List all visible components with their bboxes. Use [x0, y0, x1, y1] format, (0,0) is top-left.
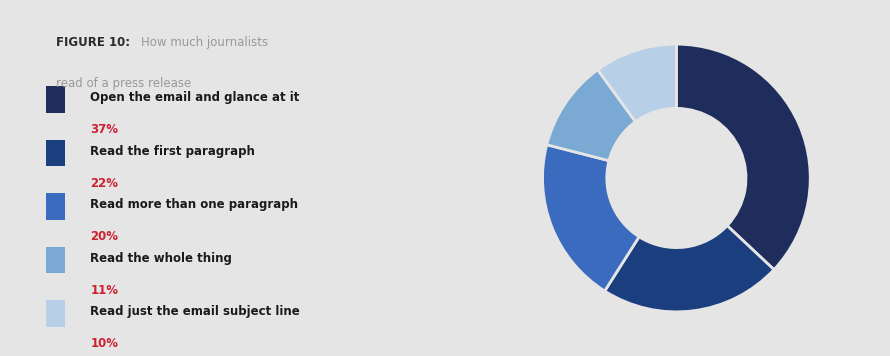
Wedge shape [546, 70, 635, 161]
Text: Read more than one paragraph: Read more than one paragraph [90, 198, 298, 211]
FancyBboxPatch shape [46, 300, 65, 327]
Wedge shape [598, 44, 676, 122]
Wedge shape [604, 226, 774, 312]
Text: FIGURE 10:: FIGURE 10: [55, 36, 130, 49]
FancyBboxPatch shape [46, 193, 65, 220]
Text: read of a press release: read of a press release [55, 77, 190, 90]
Text: 11%: 11% [90, 284, 118, 297]
Text: Open the email and glance at it: Open the email and glance at it [90, 91, 300, 104]
Text: 37%: 37% [90, 124, 118, 136]
Text: 20%: 20% [90, 230, 118, 243]
Text: 22%: 22% [90, 177, 118, 190]
Text: Read just the email subject line: Read just the email subject line [90, 305, 300, 318]
Text: Read the first paragraph: Read the first paragraph [90, 145, 255, 158]
Text: Read the whole thing: Read the whole thing [90, 252, 232, 265]
Text: 10%: 10% [90, 337, 118, 350]
Text: How much journalists: How much journalists [142, 36, 268, 49]
FancyBboxPatch shape [46, 140, 65, 167]
Wedge shape [543, 145, 639, 291]
FancyBboxPatch shape [46, 87, 65, 113]
Wedge shape [676, 44, 810, 269]
FancyBboxPatch shape [46, 246, 65, 273]
